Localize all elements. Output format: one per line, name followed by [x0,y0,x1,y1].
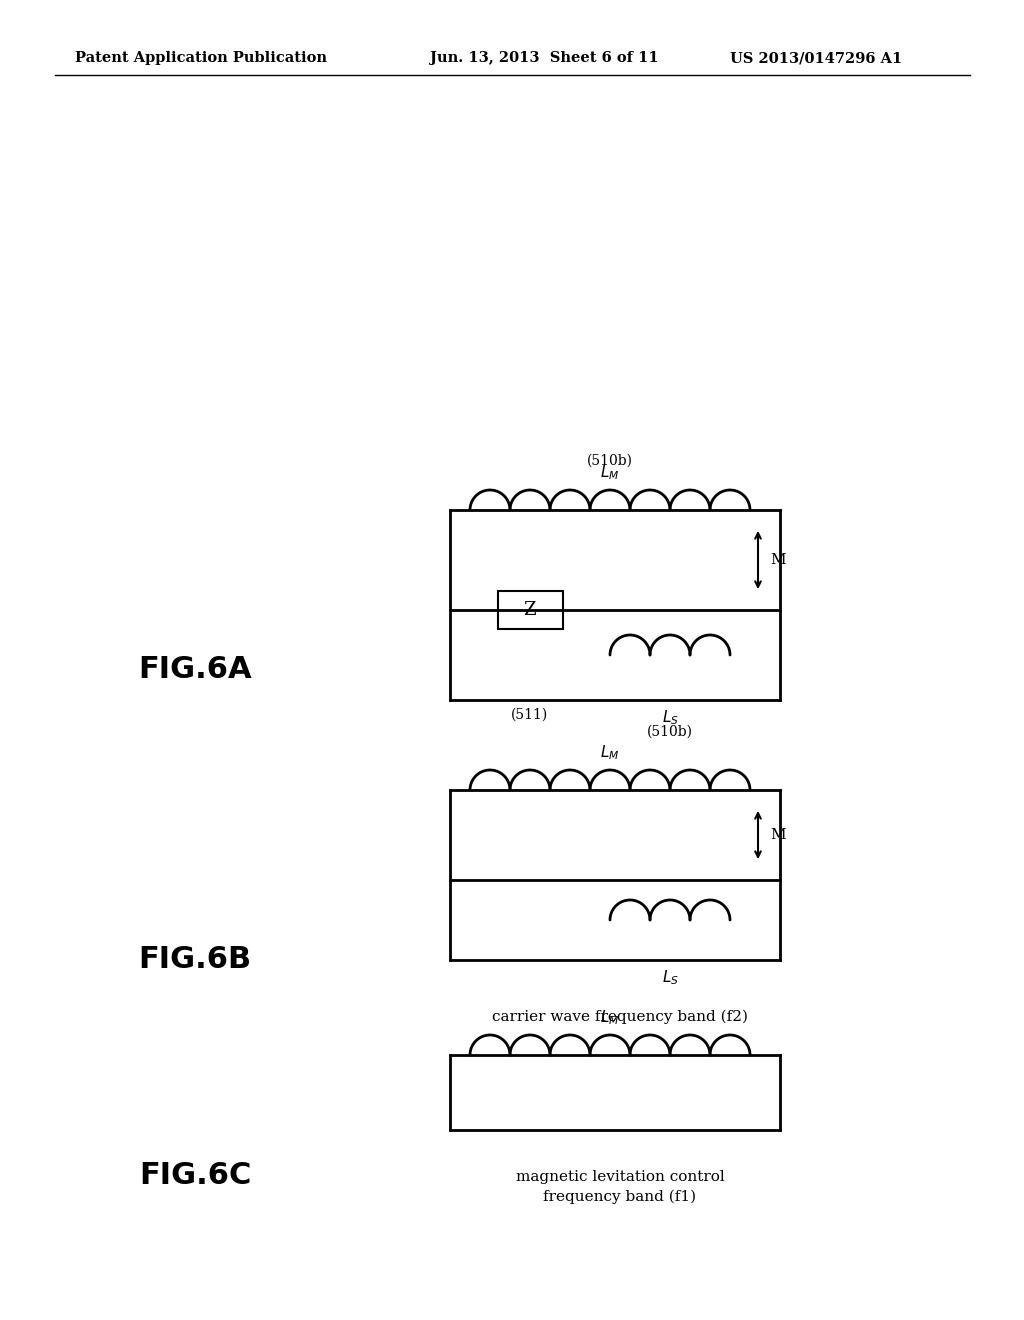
Text: frequency band (f1): frequency band (f1) [544,1191,696,1204]
Text: $L_M$: $L_M$ [600,1008,620,1027]
Text: (511): (511) [511,708,549,722]
Text: FIG.6A: FIG.6A [138,656,252,685]
Bar [498,591,562,630]
Text: magnetic levitation control: magnetic levitation control [516,1170,724,1184]
Text: Z: Z [523,601,537,619]
Text: FIG.6B: FIG.6B [138,945,252,974]
Text: $L_S$: $L_S$ [662,968,679,987]
Text: M: M [770,553,785,568]
Text: (510b): (510b) [647,725,693,739]
Text: FIG.6C: FIG.6C [139,1160,251,1189]
Text: $L_M$: $L_M$ [600,463,620,482]
Text: Patent Application Publication: Patent Application Publication [75,51,327,65]
Text: $L_M$: $L_M$ [600,743,620,762]
Text: Jun. 13, 2013  Sheet 6 of 11: Jun. 13, 2013 Sheet 6 of 11 [430,51,658,65]
Text: $L_S$: $L_S$ [662,708,679,727]
Text: (510b): (510b) [587,454,633,469]
Text: M: M [770,828,785,842]
Text: US 2013/0147296 A1: US 2013/0147296 A1 [730,51,902,65]
Text: carrier wave frequency band (f2): carrier wave frequency band (f2) [492,1010,748,1024]
